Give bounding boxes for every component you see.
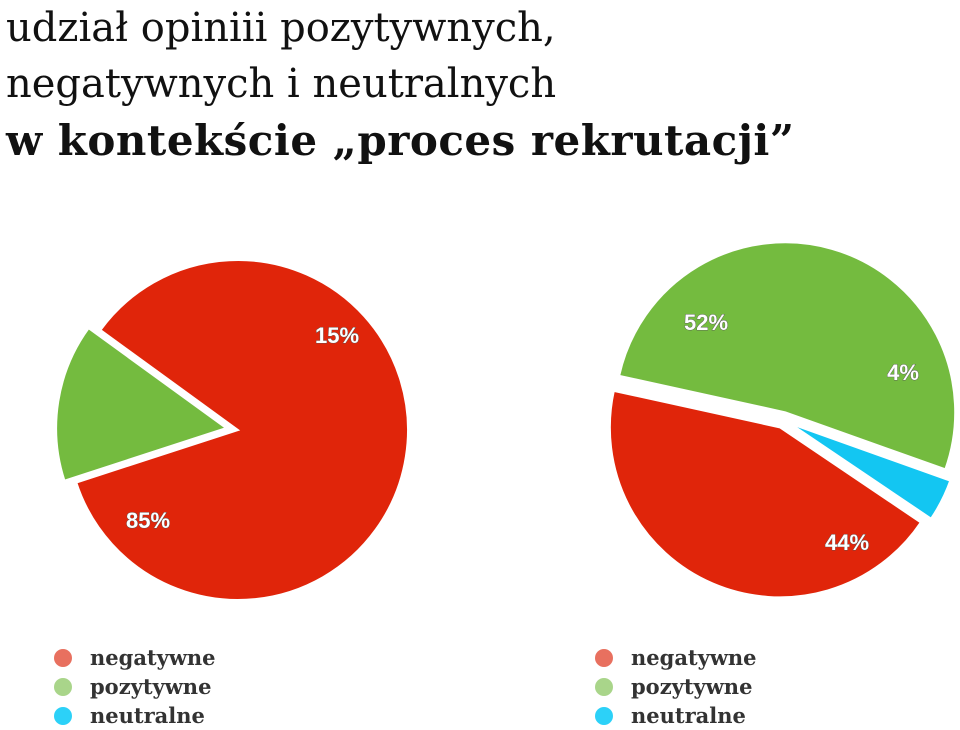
legend-dot-negatywne	[54, 648, 72, 667]
legend-item-negatywne: negatywne	[54, 643, 216, 672]
legend-left: negatywne pozytywne neutralne	[54, 643, 216, 730]
legend-item-pozytywne: pozytywne	[595, 672, 757, 701]
slice-label-pozytywne: 52%	[684, 310, 728, 335]
legend-item-neutralne: neutralne	[595, 701, 757, 730]
legend-label-neutralne: neutralne	[631, 703, 746, 728]
legend-dot-neutralne	[54, 706, 72, 725]
legend-dot-pozytywne	[595, 677, 613, 696]
legend-right: negatywne pozytywne neutralne	[595, 643, 757, 730]
pie-chart-right: 44% 52% 4%	[608, 241, 957, 599]
pie-slice-pozytywne	[55, 326, 229, 482]
legend-label-pozytywne: pozytywne	[631, 674, 753, 699]
legend-dot-neutralne	[595, 706, 613, 725]
legend-label-pozytywne: pozytywne	[90, 674, 212, 699]
legend-dot-negatywne	[595, 648, 613, 667]
legend-dot-pozytywne	[54, 677, 72, 696]
pie-slice-neutralne	[789, 422, 952, 521]
title-line-3: w kontekście „proces rekrutacji”	[6, 116, 795, 165]
legend-label-negatywne: negatywne	[90, 645, 216, 670]
legend-label-neutralne: neutralne	[90, 703, 205, 728]
slice-label-pozytywne: 15%	[315, 323, 359, 348]
pie-slice-pozytywne	[617, 241, 957, 471]
legend-item-neutralne: neutralne	[54, 701, 216, 730]
pie-slice-negatywne	[75, 259, 409, 601]
title-line-1: udział opiniii pozytywnych,	[6, 5, 556, 51]
legend-item-pozytywne: pozytywne	[54, 672, 216, 701]
slice-label-negatywne: 85%	[126, 508, 170, 533]
legend-label-negatywne: negatywne	[631, 645, 757, 670]
title-line-2: negatywnych i neutralnych	[6, 61, 557, 107]
pie-slice-negatywne	[608, 389, 923, 599]
chart-title: udział opiniii pozytywnych, negatywnych …	[6, 0, 795, 170]
legend-item-negatywne: negatywne	[595, 643, 757, 672]
slice-label-neutralne: 4%	[887, 360, 919, 385]
slice-label-negatywne: 44%	[825, 530, 869, 555]
pie-chart-left: 85% 15%	[55, 259, 409, 601]
